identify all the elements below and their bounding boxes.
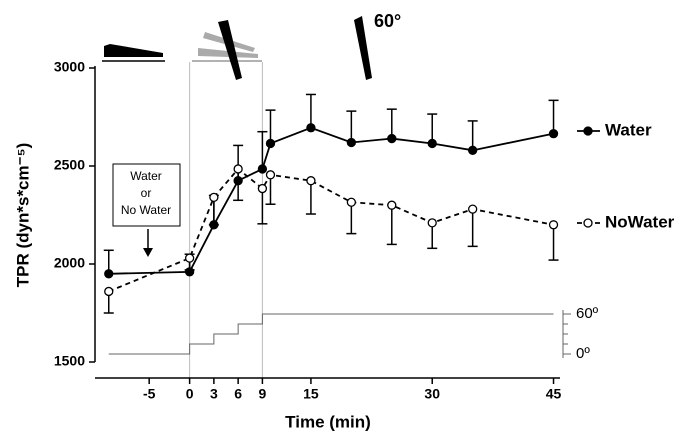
x-axis-title: Time (min): [285, 412, 371, 431]
annotation-line: or: [141, 186, 152, 200]
annotation: Water or No Water: [112, 163, 181, 257]
x-tick-label: 45: [546, 386, 562, 402]
angle-label: 60°: [374, 11, 401, 31]
x-tick-label: 9: [259, 386, 267, 402]
x-tick-label: 15: [303, 386, 319, 402]
y-tick-label: 2000: [54, 255, 85, 271]
y-tick-label: 1500: [54, 353, 85, 369]
data-point: [306, 123, 316, 133]
data-point: [265, 170, 276, 180]
data-point: [257, 183, 268, 194]
data-point: [346, 137, 357, 148]
icons: [102, 16, 372, 80]
series-line: [108, 126, 554, 275]
y-tick-label: 2500: [54, 157, 85, 173]
data-point: [548, 220, 559, 230]
tilt-line: [108, 313, 554, 355]
data-point: [427, 138, 437, 149]
series-line: [108, 167, 554, 293]
data-point: [468, 145, 478, 155]
data-point: [184, 253, 195, 263]
x-tick-label: 6: [234, 386, 242, 402]
y-tick-label: 3000: [54, 59, 85, 75]
legend-marker: [583, 218, 593, 228]
data-point: [548, 129, 559, 139]
x-tick-label: -5: [143, 386, 156, 402]
data-point: [387, 133, 397, 144]
y-axis-title: TPR (dyn*s*cm⁻⁵): [13, 143, 32, 287]
data-point: [427, 218, 437, 228]
data-point: [104, 269, 114, 279]
data-point: [265, 138, 276, 149]
data-point: [346, 197, 357, 207]
data-point: [468, 204, 478, 214]
arrow-head: [143, 248, 153, 257]
data-point: [233, 164, 243, 174]
annotation-line: No Water: [121, 203, 171, 217]
annotation-line: Water: [130, 169, 162, 183]
tilt-tick-label: 60º: [576, 305, 599, 322]
x-tick-label: 0: [186, 386, 194, 402]
annotation-box: [112, 163, 181, 227]
tilt-tick-label: 0º: [576, 345, 590, 362]
data-point: [306, 176, 316, 186]
x-tick-label: 30: [424, 386, 440, 402]
data-point: [104, 286, 114, 297]
legend-label: Water: [605, 120, 652, 139]
legend-label: NoWater: [605, 212, 675, 231]
legend-marker: [583, 126, 593, 136]
x-tick-label: 3: [210, 386, 218, 402]
data-point: [209, 192, 219, 203]
data-point: [387, 200, 397, 210]
data-point: [257, 164, 268, 174]
